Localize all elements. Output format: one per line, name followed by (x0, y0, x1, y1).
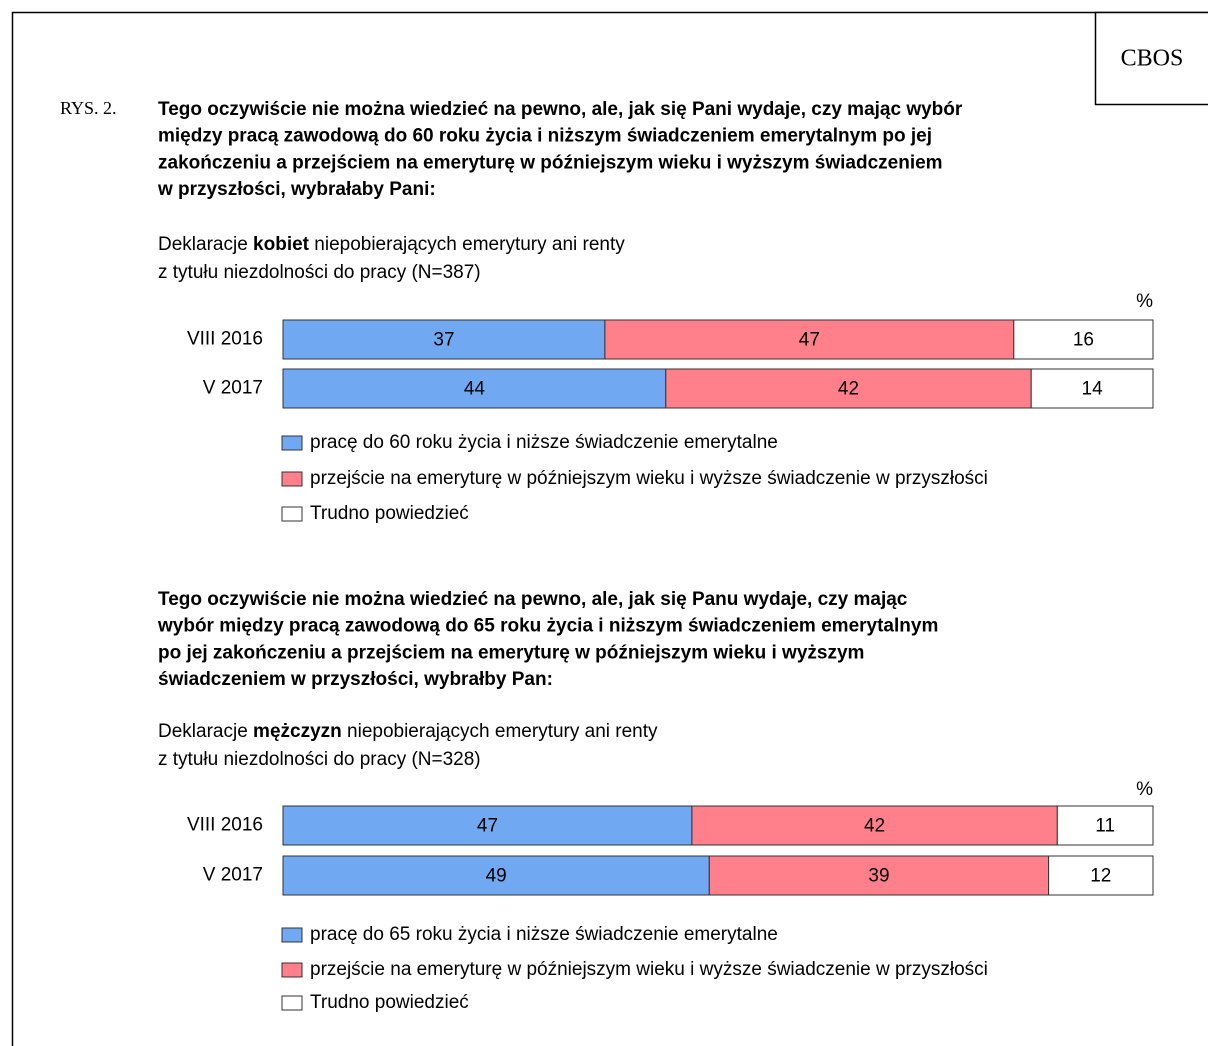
legend-swatch (281, 962, 303, 978)
legend-label: Trudno powiedzieć (310, 503, 469, 524)
badge: CBOS (1121, 46, 1184, 72)
legend-label: pracę do 65 roku życia i niższe świadcze… (310, 924, 778, 945)
figure-label: RYS. 2. (60, 98, 117, 118)
chart-title: między pracą zawodową do 60 roku życia i… (158, 126, 932, 147)
bar-segment (691, 805, 1058, 846)
unit-label: % (1136, 291, 1153, 312)
bar-segment (282, 319, 606, 360)
unit-label: % (1136, 779, 1153, 800)
subtitle: Deklaracje kobiet niepobierających emery… (158, 234, 625, 255)
data-label: 42 (864, 816, 885, 837)
data-label: 47 (477, 816, 498, 837)
data-label: 39 (868, 866, 889, 887)
data-label: 37 (433, 330, 454, 351)
legend-swatch (281, 927, 303, 943)
legend-label: pracę do 60 roku życia i niższe świadcze… (310, 432, 778, 453)
bar-segment (282, 368, 667, 409)
subtitle-part: kobiet (253, 234, 310, 255)
bar-segment (1030, 368, 1154, 409)
data-label: 14 (1082, 379, 1104, 400)
data-label: 12 (1090, 866, 1111, 887)
subtitle-part: mężczyzn (253, 721, 342, 742)
bar-segment (282, 855, 710, 896)
subtitle-part: Deklaracje (158, 721, 248, 742)
legend-swatch (281, 435, 303, 451)
data-label: 49 (486, 866, 507, 887)
bar-segment (282, 805, 693, 846)
category-label: VIII 2016 (187, 329, 263, 350)
category-label: V 2017 (203, 865, 263, 886)
chart-title: świadczeniem w przyszłości, wybrałby Pan… (158, 669, 553, 690)
bar-segment (1048, 855, 1154, 896)
subtitle: Deklaracje mężczyzn niepobierających eme… (158, 721, 658, 742)
legend-label: Trudno powiedzieć (310, 992, 469, 1013)
legend-swatch (281, 471, 303, 487)
data-label: 16 (1073, 330, 1094, 351)
bar-segment (1056, 805, 1154, 846)
chart-title: wybór między pracą zawodową do 65 roku ż… (157, 616, 938, 637)
data-label: 44 (464, 379, 486, 400)
legend-label: przejście na emeryturę w późniejszym wie… (310, 959, 988, 980)
subtitle: z tytułu niezdolności do pracy (N=328) (158, 749, 481, 770)
bar-segment (665, 368, 1032, 409)
data-label: 11 (1095, 816, 1115, 837)
chart-title: Tego oczywiście nie można wiedzieć na pe… (158, 99, 963, 120)
subtitle-part: niepobierających emerytury ani renty (314, 234, 625, 255)
bar-segment (708, 855, 1050, 896)
chart-title: zakończeniu a przejściem na emeryturę w … (158, 152, 943, 173)
subtitle-part: niepobierających emerytury ani renty (347, 721, 658, 742)
chart-title: Tego oczywiście nie można wiedzieć na pe… (158, 589, 908, 610)
chart-title: w przyszłości, wybrałaby Pani: (157, 179, 436, 200)
category-label: VIII 2016 (187, 815, 263, 836)
data-label: 47 (799, 330, 820, 351)
chart-title: po jej zakończeniu a przejściem na emery… (158, 642, 864, 663)
data-label: 42 (838, 379, 859, 400)
legend-swatch (281, 506, 303, 522)
subtitle: z tytułu niezdolności do pracy (N=387) (158, 262, 481, 283)
category-label: V 2017 (203, 378, 263, 399)
legend-label: przejście na emeryturę w późniejszym wie… (310, 468, 988, 489)
subtitle-part: Deklaracje (158, 234, 248, 255)
badge-box (1094, 11, 1208, 106)
legend-swatch (281, 995, 303, 1011)
bar-segment (1013, 319, 1154, 360)
